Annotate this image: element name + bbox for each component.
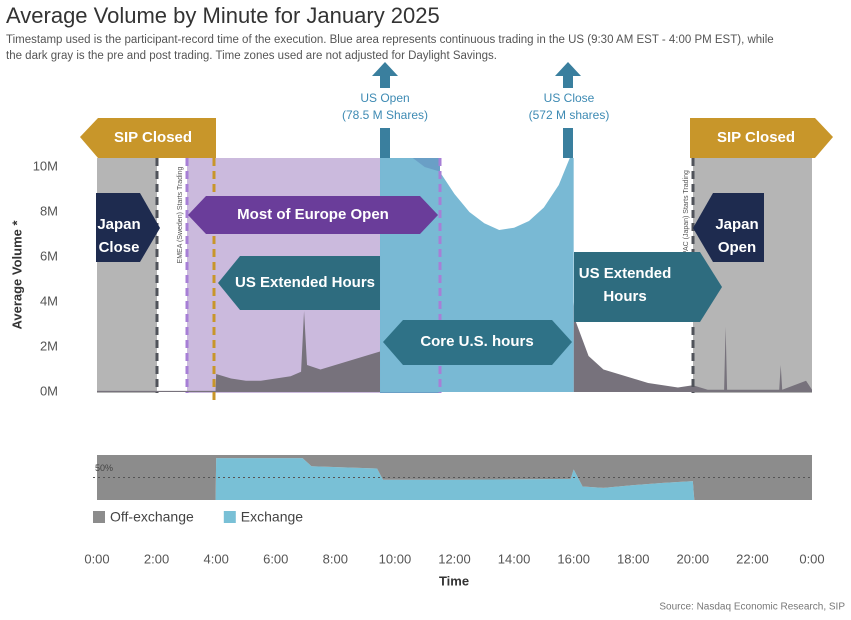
share-plot: 50% <box>93 455 812 500</box>
arrow <box>563 128 573 158</box>
annotation: US Extended Hours <box>235 274 375 291</box>
y-tick-label: 10M <box>33 158 58 173</box>
arrow <box>372 62 398 88</box>
x-tick-label: 0:00 <box>84 551 109 566</box>
x-tick-label: 6:00 <box>263 551 288 566</box>
x-tick-label: 0:00 <box>799 551 824 566</box>
x-tick-label: 8:00 <box>323 551 348 566</box>
annotation: Open <box>718 239 756 256</box>
arrow <box>574 252 722 322</box>
x-tick-label: 16:00 <box>557 551 590 566</box>
annotation: US Extended <box>579 265 672 282</box>
annotation: (78.5 M Shares) <box>342 108 428 122</box>
annotation: Japan <box>715 216 758 233</box>
arrow <box>690 118 833 158</box>
y-tick-label: 2M <box>40 338 58 353</box>
subtitle: the dark gray is the pre and post tradin… <box>6 50 497 62</box>
x-tick-label: 4:00 <box>204 551 229 566</box>
arrow <box>555 62 581 88</box>
legend-label: Exchange <box>241 509 303 525</box>
arrow <box>380 128 390 158</box>
x-tick-label: 10:00 <box>379 551 412 566</box>
annotation: APAC (Japan) Starts Trading <box>683 170 690 260</box>
annotation: Close <box>99 239 140 256</box>
x-tick-label: 12:00 <box>438 551 471 566</box>
subtitle: Timestamp used is the participant-record… <box>6 34 774 46</box>
y-tick-label: 0M <box>40 383 58 398</box>
x-tick-label: 20:00 <box>677 551 710 566</box>
legend-swatch <box>93 511 105 523</box>
y-tick-label: 8M <box>40 203 58 218</box>
annotation: (572 M shares) <box>529 108 610 122</box>
annotation: Most of Europe Open <box>237 206 389 223</box>
annotation: EMEA (Sweden) Starts Trading <box>177 166 184 263</box>
x-tick-label: 22:00 <box>736 551 769 566</box>
annotation: US Close <box>544 91 595 105</box>
arrow <box>693 193 764 262</box>
exchange-area <box>97 458 812 500</box>
annotation: Core U.S. hours <box>420 333 533 350</box>
arrows: SIP Closed SIP Closed Japan Close Japan … <box>80 62 833 365</box>
y-tick-label: 50% <box>95 463 113 473</box>
legend-label: Off-exchange <box>110 509 194 525</box>
x-axis-label: Time <box>439 573 469 588</box>
y-tick-label: 6M <box>40 248 58 263</box>
arrow <box>80 118 216 158</box>
chart-title: Average Volume by Minute for January 202… <box>6 3 440 28</box>
x-tick-label: 18:00 <box>617 551 650 566</box>
y-axis-label: Average Volume * <box>9 220 24 330</box>
arrow <box>96 193 160 262</box>
annotation: US Open <box>360 91 409 105</box>
annotation: SIP Closed <box>717 129 795 146</box>
x-tick-label: 14:00 <box>498 551 531 566</box>
annotation: Japan <box>97 216 140 233</box>
annotation: SIP Closed <box>114 129 192 146</box>
arrow <box>188 196 438 234</box>
arrow <box>383 320 572 365</box>
source: Source: Nasdaq Economic Research, SIP <box>659 602 845 613</box>
annotation: Hours <box>603 288 646 305</box>
legend-swatch <box>223 511 236 523</box>
y-tick-label: 4M <box>40 293 58 308</box>
x-tick-label: 2:00 <box>144 551 169 566</box>
arrow <box>218 256 380 310</box>
